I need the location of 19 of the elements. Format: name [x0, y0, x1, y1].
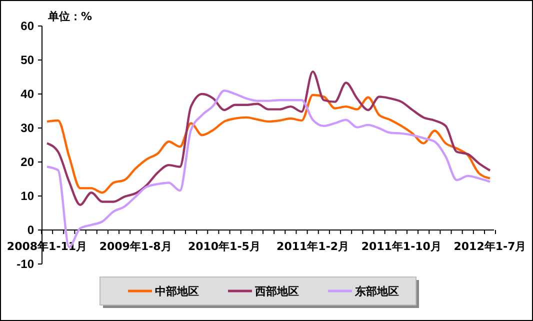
legend-label: 西部地区 [254, 284, 299, 298]
y-tick-label: -10 [16, 257, 34, 272]
y-tick-label: 60 [20, 19, 34, 34]
line-series [46, 70, 492, 206]
y-axis-title: 单位：% [47, 10, 92, 23]
x-tick-label: 2010年1-5月 [188, 240, 260, 253]
legend-label: 中部地区 [155, 284, 199, 298]
x-tick-label: 2009年1-8月 [99, 240, 172, 253]
x-tick-label: 2011年1-10月 [361, 240, 442, 253]
y-tick-label: 10 [20, 189, 34, 204]
x-tick-label: 2012年1-7月 [454, 240, 526, 253]
line-series [46, 94, 492, 194]
y-tick-label: 30 [20, 121, 34, 136]
y-tick-label: 20 [20, 155, 34, 170]
y-tick-label: 0 [27, 223, 34, 238]
x-tick-label: 2011年1-2月 [276, 240, 350, 253]
y-tick-label: 40 [20, 87, 34, 102]
legend-label: 东部地区 [354, 284, 399, 298]
y-tick-label: 50 [20, 53, 34, 68]
